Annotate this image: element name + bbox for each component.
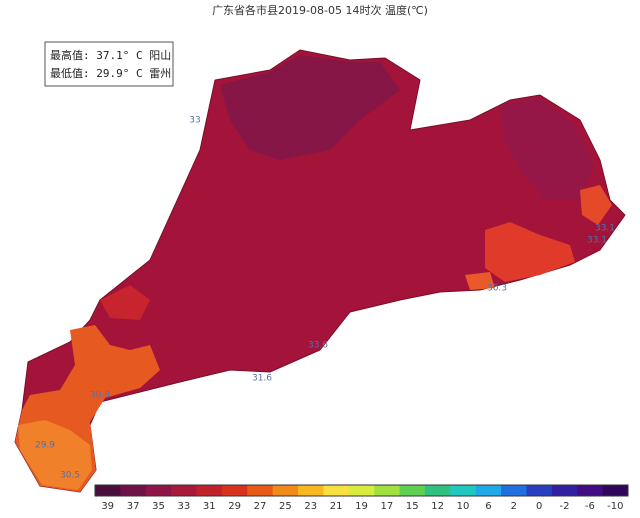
province-map bbox=[14, 49, 626, 493]
colorbar-label: 37 bbox=[127, 501, 140, 512]
colorbar-label: 33 bbox=[177, 501, 190, 512]
min-text: 最低值: 29.9° C 雷州 bbox=[50, 67, 171, 80]
station-label: 33.6 bbox=[308, 341, 328, 351]
colorbar-swatch bbox=[323, 485, 350, 496]
colorbar-swatch bbox=[120, 485, 147, 496]
station-label: 33.1 bbox=[587, 236, 607, 246]
colorbar-label: 27 bbox=[254, 501, 267, 512]
colorbar-label: 15 bbox=[406, 501, 419, 512]
colorbar-swatch bbox=[348, 485, 375, 496]
colorbar-label: 0 bbox=[536, 501, 542, 512]
station-label: 31.6 bbox=[252, 374, 272, 384]
colorbar-label: 19 bbox=[355, 501, 368, 512]
info-box: 最高值: 37.1° C 阳山 最低值: 29.9° C 雷州 bbox=[44, 41, 174, 87]
colorbar-label: 23 bbox=[304, 501, 317, 512]
colorbar-label: 21 bbox=[330, 501, 343, 512]
colorbar-swatch bbox=[171, 485, 198, 496]
cool-region bbox=[18, 420, 92, 490]
colorbar-label: -10 bbox=[607, 501, 623, 512]
hot-region bbox=[220, 55, 400, 160]
colorbar-swatch bbox=[196, 485, 223, 496]
colorbar-swatch bbox=[145, 485, 172, 496]
station-label: 30.9 bbox=[90, 391, 110, 401]
colorbar-label: 29 bbox=[228, 501, 241, 512]
colorbar-swatch bbox=[475, 485, 502, 496]
warm-region bbox=[100, 285, 150, 320]
colorbar-label: 12 bbox=[431, 501, 444, 512]
hot-region bbox=[500, 98, 595, 200]
colorbar-label: 35 bbox=[152, 501, 165, 512]
colorbar-label: -2 bbox=[560, 501, 570, 512]
colorbar-swatch bbox=[577, 485, 604, 496]
colorbar-label: 17 bbox=[381, 501, 394, 512]
colorbar-label: 6 bbox=[485, 501, 491, 512]
station-label: 30.5 bbox=[60, 471, 80, 481]
colorbar-swatch bbox=[298, 485, 324, 496]
max-text: 最高值: 37.1° C 阳山 bbox=[50, 48, 171, 62]
colorbar-label: 25 bbox=[279, 501, 292, 512]
colorbar-swatch bbox=[374, 485, 401, 496]
colorbar-label: 2 bbox=[511, 501, 517, 512]
colorbar-swatch bbox=[424, 485, 451, 496]
info-frame bbox=[44, 41, 174, 87]
colorbar-swatch bbox=[247, 485, 274, 496]
colorbar-swatch bbox=[95, 485, 121, 496]
colorbar-swatch bbox=[450, 485, 477, 496]
station-label: 33.1 bbox=[595, 224, 615, 234]
warm-region bbox=[465, 272, 495, 290]
map-title: 广东省各市县2019-08-05 14时次 温度(℃) bbox=[212, 3, 428, 17]
colorbar-swatch bbox=[501, 485, 527, 496]
colorbar-swatch bbox=[272, 485, 299, 496]
colorbar-swatch bbox=[602, 485, 629, 496]
station-label: 29.9 bbox=[35, 441, 55, 451]
warm-region bbox=[485, 222, 575, 282]
station-label: 33 bbox=[189, 116, 200, 126]
colorbar-swatch bbox=[399, 485, 426, 496]
colorbar-label: 31 bbox=[203, 501, 216, 512]
colorbar-swatch bbox=[551, 485, 578, 496]
colorbar-swatch bbox=[526, 485, 553, 496]
colorbar-swatch bbox=[221, 485, 248, 496]
colorbar-frame bbox=[94, 484, 629, 497]
colorbar-label: -6 bbox=[585, 501, 595, 512]
station-label: 30.3 bbox=[487, 284, 507, 294]
warm-region bbox=[580, 185, 612, 225]
colorbar-label: 10 bbox=[457, 501, 470, 512]
colorbar-label: 39 bbox=[101, 501, 114, 512]
